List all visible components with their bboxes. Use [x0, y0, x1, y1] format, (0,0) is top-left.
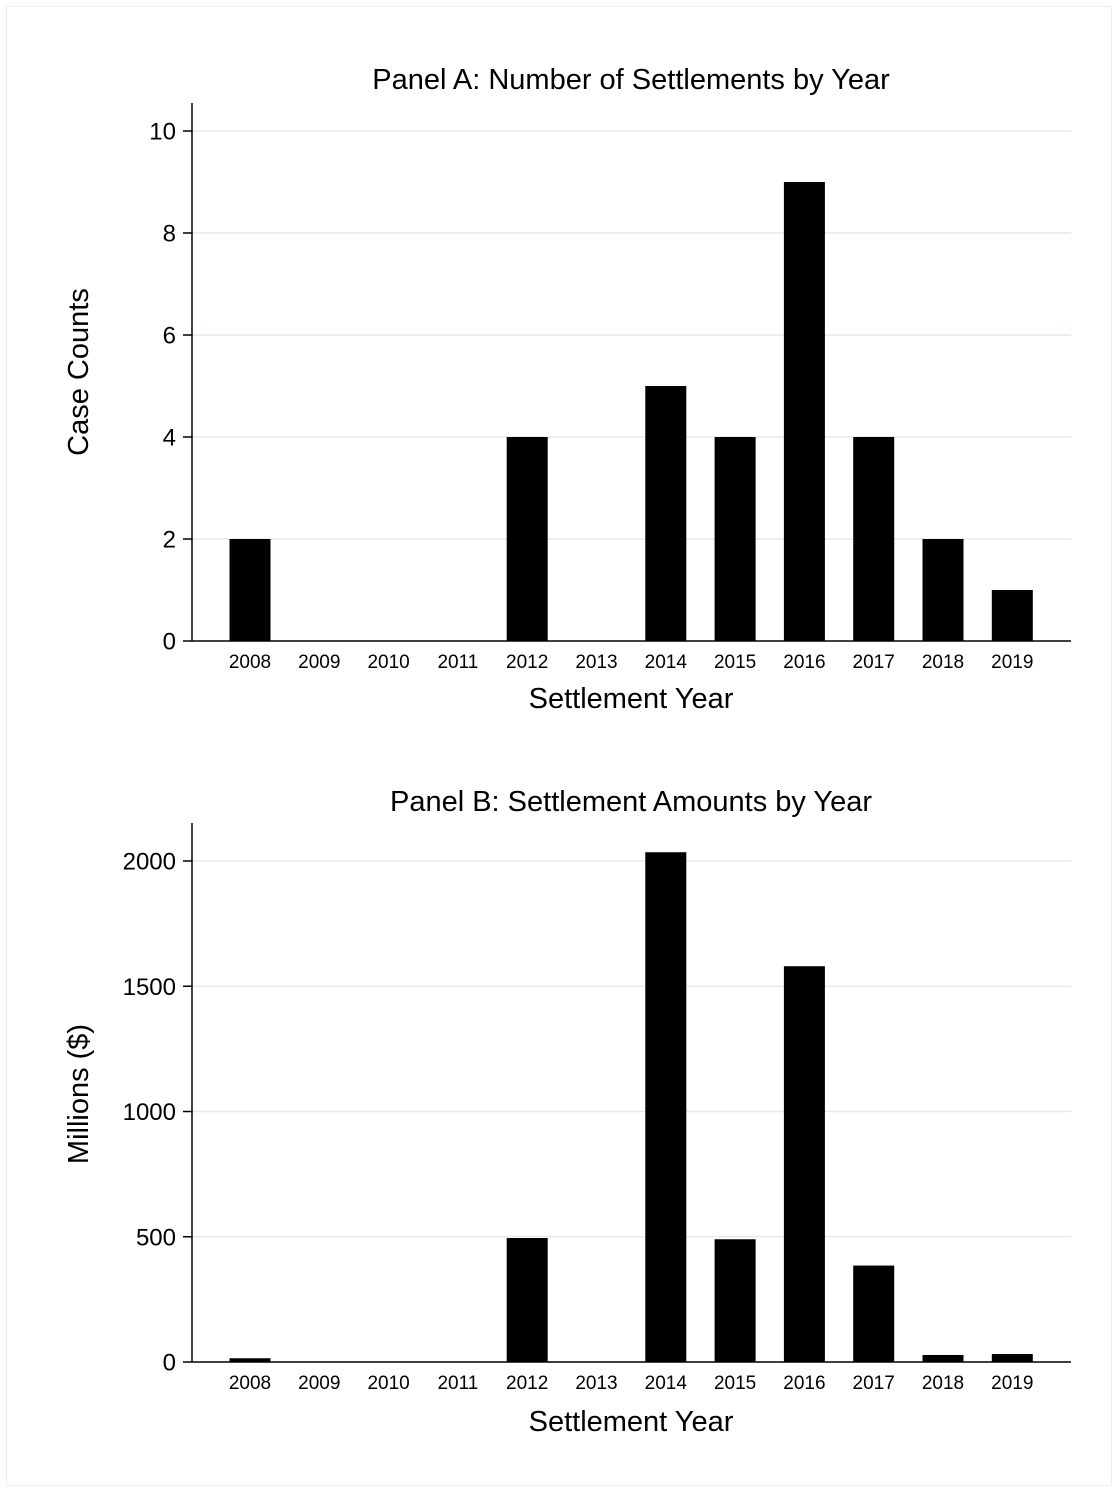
panel-a-x-tick-label: 2016	[783, 652, 825, 673]
panel-b-x-tick-label: 2014	[645, 1373, 688, 1394]
panel-b-y-axis-title: Millions ($)	[63, 1024, 95, 1164]
panel-b-bar-2018	[922, 1354, 964, 1362]
panel-a-bar-2015	[714, 437, 756, 641]
panel-a-bars	[229, 182, 1033, 641]
panel-a-x-tick-label: 2010	[367, 652, 409, 673]
panel-a-gridlines	[192, 130, 1071, 540]
panel-a-bar-2017	[853, 437, 895, 641]
panel-b-title: Panel B: Settlement Amounts by Year	[390, 786, 872, 818]
panel-b: 0 500 1000 1500 2000 2008 2009 2010 2011 2012 201…	[63, 786, 1071, 1438]
panel-b-y-ticks: 0 500 1000 1500 2000	[123, 849, 192, 1377]
panel-b-y-tick-label: 1500	[123, 974, 176, 1001]
panel-b-x-tick-label: 2015	[714, 1373, 756, 1394]
panel-a-y-tick-label: 8	[163, 221, 176, 248]
panel-a-y-tick-label: 4	[163, 425, 176, 452]
panel-b-x-tick-label: 2016	[783, 1373, 825, 1394]
panel-b-bar-2016	[783, 966, 825, 1362]
panel-a-x-tick-label: 2013	[575, 652, 617, 673]
panel-b-x-tick-label: 2011	[437, 1373, 478, 1394]
panel-a-bar-2019	[991, 590, 1033, 641]
panel-b-x-tick-label: 2018	[922, 1373, 964, 1394]
panel-a-x-tick-label: 2009	[298, 652, 340, 673]
panel-b-y-tick-label: 2000	[123, 849, 176, 876]
panel-a-x-tick-label: 2011	[437, 652, 478, 673]
panel-a-x-tick-label: 2012	[506, 652, 548, 673]
panel-b-x-tick-label: 2010	[367, 1373, 409, 1394]
panel-b-x-tick-label: 2012	[506, 1373, 548, 1394]
panel-a-bar-2016	[783, 182, 825, 641]
panel-a-x-tick-label: 2019	[991, 652, 1033, 673]
panel-b-bar-2019	[991, 1353, 1033, 1362]
panel-b-x-tick-label: 2009	[298, 1373, 340, 1394]
panel-a-y-tick-label: 10	[149, 119, 176, 146]
panel-b-x-axis-title: Settlement Year	[529, 1406, 734, 1438]
panel-b-bar-2014	[645, 852, 687, 1362]
panel-a-y-tick-label: 6	[163, 323, 176, 350]
panel-a-title: Panel A: Number of Settlements by Year	[372, 64, 890, 96]
panel-a-x-axis-title: Settlement Year	[529, 683, 734, 715]
panel-a-bar-2012	[506, 437, 548, 641]
panel-a-y-tick-label: 2	[163, 527, 176, 554]
panel-a-x-tick-label: 2018	[922, 652, 964, 673]
panel-b-bar-2008	[229, 1358, 271, 1362]
panel-a-y-tick-label: 0	[163, 629, 176, 656]
panel-b-bar-2017	[853, 1265, 895, 1362]
panel-b-bar-2015	[714, 1239, 756, 1362]
panel-a-x-tick-label: 2015	[714, 652, 756, 673]
panel-b-x-ticks: 2008 2009 2010 2011 2012 2013 2014 2015 2016 2017…	[229, 1373, 1034, 1394]
panel-a: 0 2 4 6 8 10 2008 2009 2010 2011 2012 2013 2014 2015…	[63, 64, 1071, 715]
panel-a-bar-2008	[229, 539, 271, 641]
panel-b-x-tick-label: 2017	[853, 1373, 895, 1394]
panel-a-y-axis-title: Case Counts	[63, 288, 95, 456]
panel-a-x-tick-label: 2014	[645, 652, 688, 673]
panel-a-x-ticks: 2008 2009 2010 2011 2012 2013 2014 2015 2016 2017…	[229, 652, 1034, 673]
panel-a-bar-2014	[645, 386, 687, 641]
panel-a-x-tick-label: 2017	[853, 652, 895, 673]
panel-b-y-tick-label: 1000	[123, 1099, 176, 1126]
panel-b-y-tick-label: 0	[163, 1350, 176, 1377]
panel-b-x-tick-label: 2019	[991, 1373, 1033, 1394]
panel-a-y-ticks: 0 2 4 6 8 10	[149, 119, 192, 656]
panel-b-gridlines	[192, 860, 1071, 1238]
panel-b-bars	[229, 852, 1033, 1362]
panel-b-bar-2012	[506, 1238, 548, 1362]
panel-b-x-tick-label: 2008	[229, 1373, 271, 1394]
panel-b-x-tick-label: 2013	[575, 1373, 617, 1394]
panel-b-y-tick-label: 500	[136, 1224, 176, 1251]
panel-a-x-tick-label: 2008	[229, 652, 271, 673]
panel-a-bar-2018	[922, 539, 964, 641]
figure-page	[6, 6, 1112, 1486]
